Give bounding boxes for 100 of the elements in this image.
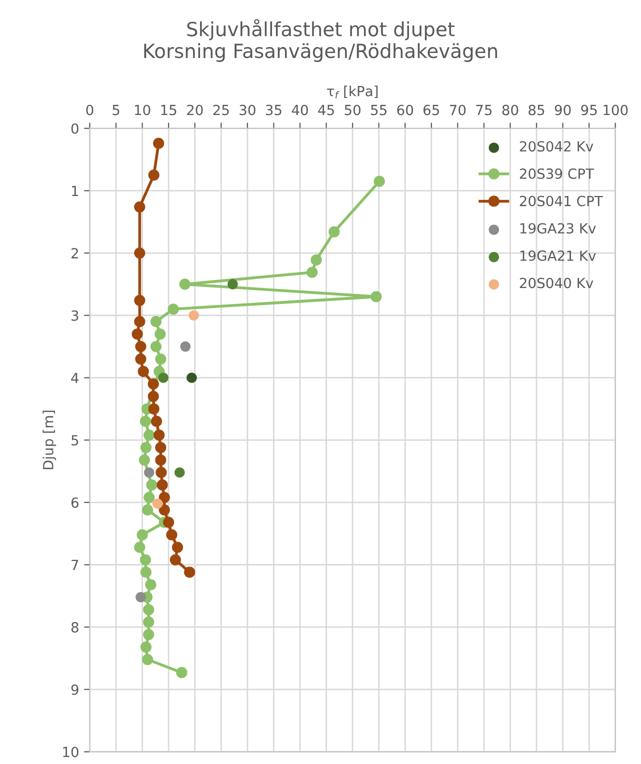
- point: [143, 604, 154, 616]
- point: [152, 498, 163, 509]
- point: [140, 442, 152, 454]
- legend-label: 20S39 CPT: [520, 168, 594, 179]
- point: [134, 316, 146, 328]
- point: [134, 542, 146, 553]
- point: [170, 554, 181, 566]
- y-tick-label: 8: [71, 622, 78, 633]
- point: [174, 467, 185, 478]
- point: [180, 341, 191, 352]
- point: [155, 454, 166, 466]
- point: [142, 504, 154, 516]
- y-tick-label: 3: [72, 310, 78, 321]
- point: [140, 416, 152, 427]
- x-tick-label: 5: [112, 104, 120, 116]
- x-tick-label: 85: [528, 104, 544, 116]
- point: [148, 378, 159, 390]
- point: [158, 504, 170, 516]
- y-tick-label: 4: [71, 372, 79, 383]
- x-tick-label: 35: [266, 104, 282, 116]
- x-tick-label: 30: [240, 104, 256, 116]
- point: [143, 616, 154, 628]
- point: [148, 170, 160, 181]
- point: [176, 667, 188, 678]
- legend-label: 20S042 Kv: [520, 141, 594, 152]
- x-tick-label: 25: [213, 104, 229, 116]
- y-tick-label: 5: [72, 435, 78, 446]
- point: [144, 467, 154, 478]
- y-axis-title: Djup [m]: [42, 410, 56, 470]
- legend-label: 20S041 CPT: [520, 196, 603, 206]
- point: [153, 138, 164, 149]
- point: [228, 279, 238, 290]
- point: [140, 566, 152, 578]
- point: [134, 294, 146, 306]
- point: [158, 492, 170, 503]
- point: [140, 641, 152, 653]
- y-tick-label: 0: [71, 123, 78, 134]
- point: [140, 554, 152, 566]
- y-tick-label: 6: [71, 497, 78, 508]
- point: [143, 629, 154, 640]
- point: [136, 529, 148, 540]
- legend-label: 19GA23 Kv: [520, 223, 596, 234]
- x-tick-label: 20: [187, 104, 203, 116]
- point: [188, 310, 199, 321]
- y-tick-label: 10: [63, 746, 78, 758]
- point: [148, 390, 159, 402]
- point: [138, 454, 150, 466]
- point: [184, 566, 196, 578]
- point: [146, 479, 158, 491]
- y-tick-label: 2: [72, 248, 78, 258]
- point: [145, 579, 156, 590]
- point: [134, 201, 146, 212]
- x-tick-label: 65: [424, 104, 440, 116]
- point: [374, 176, 385, 187]
- point: [310, 254, 322, 266]
- point: [155, 353, 166, 365]
- x-tick-label: 10: [134, 104, 150, 116]
- point: [136, 592, 146, 602]
- point: [135, 353, 146, 365]
- point: [156, 479, 168, 491]
- x-tick-label: 15: [161, 104, 176, 116]
- x-tick-label: 45: [318, 104, 334, 116]
- point: [150, 340, 162, 352]
- x-tick-label: 50: [344, 104, 360, 116]
- point: [134, 247, 146, 259]
- legend-label: 19GA21 Kv: [520, 250, 596, 261]
- x-tick-label: 75: [476, 104, 492, 116]
- point: [155, 442, 166, 454]
- point: [158, 372, 168, 383]
- point: [168, 304, 179, 315]
- point: [150, 316, 162, 328]
- x-tick-label: 70: [450, 104, 466, 116]
- point: [179, 278, 190, 290]
- chart-title: Skjuvhållfasthet mot djupet Korsning Fasanvägen/Rödhakevägen: [144, 19, 498, 62]
- x-tick-label: 60: [397, 104, 414, 116]
- y-tick-label: 9: [71, 684, 78, 695]
- point: [142, 654, 154, 666]
- point: [370, 291, 382, 302]
- point: [138, 366, 149, 378]
- point: [148, 403, 160, 414]
- y-tick-label: 1: [72, 186, 78, 196]
- point: [328, 226, 340, 238]
- legend-label: 20S040 Kv: [520, 278, 594, 288]
- point: [150, 416, 162, 427]
- point: [166, 529, 178, 540]
- y-tick-label: 7: [72, 560, 78, 570]
- x-tick-label: 55: [371, 104, 386, 116]
- x-tick-label: 95: [581, 104, 597, 116]
- point: [135, 340, 146, 352]
- point: [144, 430, 155, 441]
- point: [154, 430, 165, 441]
- point: [306, 266, 318, 278]
- x-tick-label: 100: [604, 104, 628, 116]
- x-tick-label: 0: [86, 104, 94, 116]
- x-tick-label: 40: [292, 104, 308, 116]
- point: [132, 328, 143, 340]
- point: [172, 542, 184, 553]
- point: [186, 372, 197, 383]
- point: [156, 466, 167, 478]
- point: [144, 492, 155, 503]
